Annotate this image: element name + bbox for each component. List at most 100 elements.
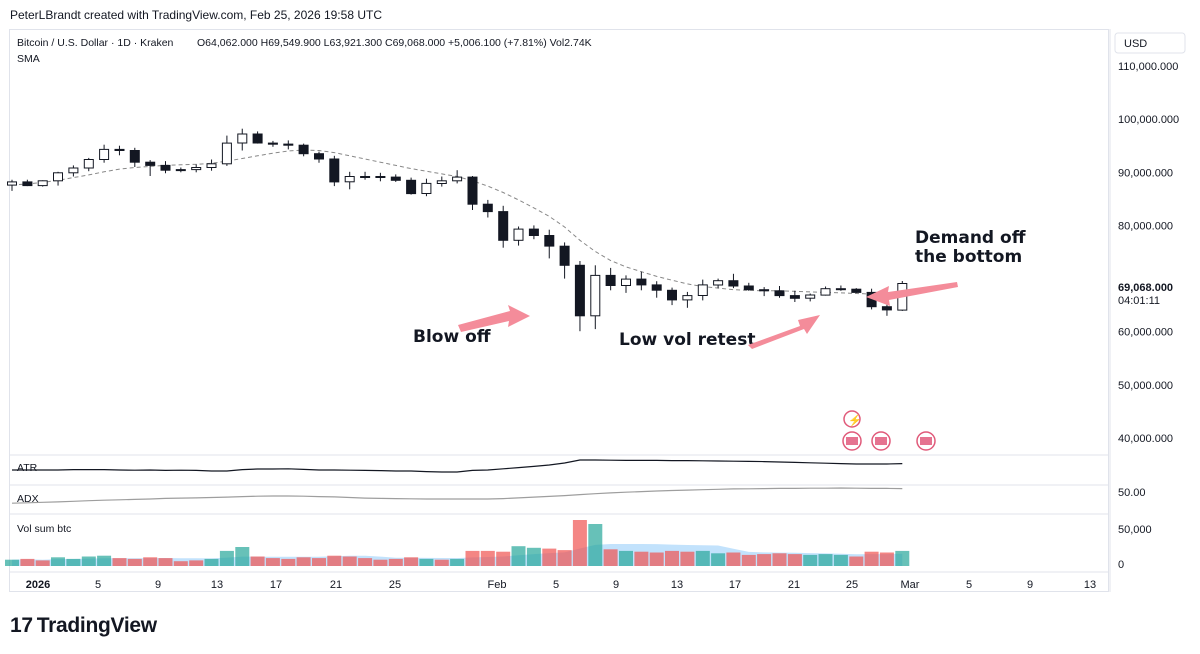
candle-body xyxy=(574,264,585,317)
annotation-low-vol: Low vol retest xyxy=(619,330,755,350)
candle-body xyxy=(298,144,309,155)
volume-bar xyxy=(665,550,679,566)
volume-bar xyxy=(803,554,818,566)
adx-line xyxy=(11,487,903,504)
candle-body xyxy=(759,289,770,292)
y-tick-label: 100,000.000 xyxy=(1118,114,1179,126)
adx-level-label: 50.00 xyxy=(1118,487,1146,499)
candle-body xyxy=(467,176,478,205)
annotation-blow-off: Blow off xyxy=(413,327,491,347)
candle-body xyxy=(206,163,217,169)
candle-body xyxy=(774,290,785,297)
candle-body xyxy=(314,153,324,160)
candle-body xyxy=(221,142,232,165)
volume-bar xyxy=(572,520,587,566)
volume-bar xyxy=(5,559,19,566)
volume-bar xyxy=(388,558,403,566)
volume-average-area xyxy=(12,544,903,566)
x-tick-label: 9 xyxy=(613,579,619,591)
volume-bar xyxy=(327,555,342,566)
candle-body xyxy=(559,245,570,266)
volume-bar xyxy=(296,557,311,566)
x-tick-label: 25 xyxy=(846,579,858,591)
x-tick-label: Mar xyxy=(901,579,920,591)
legend-ohlc: O64,062.000 H69,549.900 L63,921.300 C69,… xyxy=(197,37,592,49)
x-tick-label: 25 xyxy=(389,579,401,591)
volume-bar xyxy=(404,557,419,566)
legend-symbol: Bitcoin / U.S. Dollar · 1D · Kraken xyxy=(17,37,174,49)
volume-bar xyxy=(526,547,541,566)
volume-bar xyxy=(204,558,219,566)
candle-body xyxy=(713,280,724,286)
candle-body xyxy=(329,158,340,183)
volume-bar xyxy=(143,557,158,566)
x-tick-label: Feb xyxy=(488,579,507,591)
candle-body xyxy=(83,159,94,169)
tradingview-logo-text: TradingView xyxy=(36,614,157,637)
volume-bar xyxy=(726,552,741,566)
candle-body xyxy=(145,161,156,166)
lightning-icon[interactable] xyxy=(843,410,861,428)
volume-bar xyxy=(127,558,142,566)
currency-label[interactable]: USD xyxy=(1124,38,1147,50)
us-flag-fill xyxy=(875,437,887,445)
volume-bar xyxy=(158,558,173,566)
annotation-demand-line1: Demand off xyxy=(915,228,1026,248)
event-markers[interactable]: ⚡ xyxy=(842,410,936,451)
volume-bar xyxy=(557,550,572,566)
legend-indicator: SMA xyxy=(17,53,40,65)
candle-body xyxy=(636,278,647,286)
arrow-demand xyxy=(866,282,958,306)
candle-body xyxy=(651,284,662,291)
volume-bar xyxy=(833,554,848,566)
volume-bar xyxy=(772,553,787,566)
volume-bar xyxy=(235,547,250,566)
y-tick-label: 90,000.000 xyxy=(1118,167,1173,179)
candle-body xyxy=(406,179,417,195)
volume-bar xyxy=(342,556,357,566)
atr-line xyxy=(12,459,903,473)
candle-body xyxy=(697,284,708,296)
candle-body xyxy=(191,167,202,171)
x-tick-label: 13 xyxy=(1084,579,1096,591)
x-tick-label: 2026 xyxy=(26,579,50,591)
volume-bar xyxy=(51,557,65,566)
volume-bar xyxy=(588,524,603,566)
volume-bar xyxy=(20,558,35,566)
candle-body xyxy=(682,295,693,301)
volume-bar xyxy=(879,552,894,566)
volume-bar xyxy=(603,549,618,566)
x-tick-label: 5 xyxy=(966,579,972,591)
volume-bar xyxy=(757,554,772,566)
last-price-box xyxy=(1111,275,1189,311)
volume-bar xyxy=(542,548,557,566)
candle-body xyxy=(37,180,48,187)
candle-body xyxy=(99,148,110,160)
volume-bar xyxy=(741,554,756,566)
candle-body xyxy=(68,167,79,174)
volume-bar xyxy=(97,555,112,566)
volume-bar xyxy=(511,546,526,566)
x-tick-label: 9 xyxy=(155,579,161,591)
currency-box[interactable] xyxy=(1114,32,1186,54)
volume-bar xyxy=(173,561,188,566)
candle-body xyxy=(344,176,355,183)
volume-bar xyxy=(711,553,726,566)
volume-bar xyxy=(81,556,96,566)
volume-bar xyxy=(496,551,511,566)
tradingview-logo-mark: 17 xyxy=(10,614,33,637)
candle-body xyxy=(805,294,816,299)
candle-body xyxy=(482,203,493,213)
countdown-label: 04:01:11 xyxy=(1118,295,1160,307)
x-tick-label: 21 xyxy=(788,579,800,591)
lightning-glyph: ⚡ xyxy=(848,414,862,427)
candle-body xyxy=(252,133,263,144)
volume-bar xyxy=(480,550,495,566)
annotation-demand-line2: the bottom xyxy=(915,247,1022,267)
x-tick-label: 13 xyxy=(671,579,683,591)
chart-credit: PeterLBrandt created with TradingView.co… xyxy=(10,8,382,22)
volume-bar xyxy=(35,560,50,566)
tradingview-logo[interactable]: 17 TradingView xyxy=(10,614,157,638)
candle-body xyxy=(590,274,601,317)
